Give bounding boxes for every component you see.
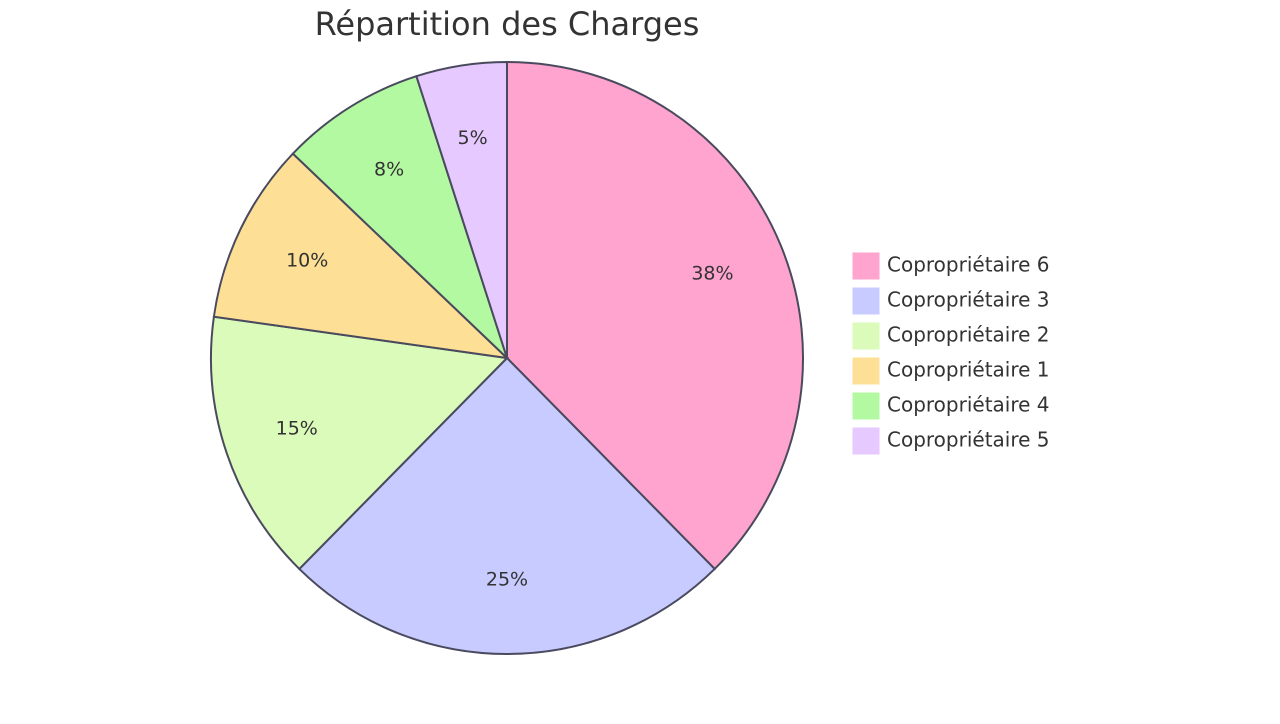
pie-slice	[210, 315, 510, 571]
chart-title: Répartition des Charges	[315, 5, 700, 43]
legend-swatch	[851, 251, 881, 281]
slice-label: 15%	[276, 418, 318, 440]
pie-slice	[415, 60, 508, 359]
legend-text: Copropriétaire 5	[887, 428, 1050, 452]
slice-label: 38%	[691, 262, 733, 284]
legend-swatch	[851, 391, 881, 421]
legend-text: Copropriétaire 6	[887, 253, 1050, 277]
slice-label: 25%	[486, 569, 528, 591]
legend-text: Copropriétaire 2	[887, 323, 1050, 347]
legend-text: Copropriétaire 1	[887, 358, 1050, 382]
slice-label: 10%	[286, 250, 328, 272]
legend-text: Copropriétaire 3	[887, 288, 1050, 312]
pie-slice	[506, 60, 804, 571]
legend-swatch	[851, 426, 881, 456]
slice-label: 5%	[458, 127, 488, 149]
legend-swatch	[851, 286, 881, 316]
legend-text: Copropriétaire 4	[887, 393, 1050, 417]
legend-swatch	[851, 356, 881, 386]
pie-slice	[297, 356, 717, 655]
slice-label: 8%	[374, 158, 404, 180]
pie-slice	[212, 152, 510, 360]
pie-slice	[291, 74, 508, 359]
legend-swatch	[851, 321, 881, 351]
